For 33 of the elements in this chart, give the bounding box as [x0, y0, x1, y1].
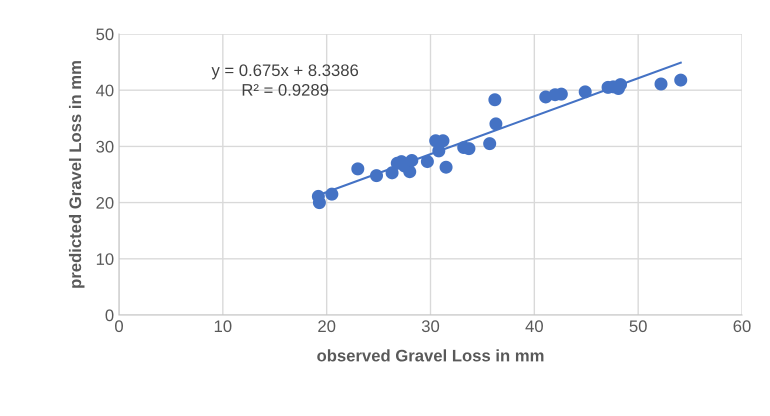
y-tick-label: 40 — [96, 84, 114, 96]
point — [351, 162, 364, 176]
x-tick-label: 50 — [630, 320, 647, 332]
x-tick-label: 30 — [422, 320, 440, 332]
y-tick-label: 30 — [96, 140, 114, 153]
point — [489, 117, 502, 130]
annotation: y = 0.675x + 8.3386 — [212, 64, 358, 80]
y-tick-label: 20 — [96, 197, 114, 209]
point — [674, 74, 688, 87]
y-tick-label: 10 — [96, 253, 114, 266]
point — [432, 144, 446, 158]
point — [405, 154, 418, 167]
point — [614, 78, 628, 92]
point — [483, 137, 496, 150]
x-tick-label: 40 — [525, 320, 543, 332]
x-axis-title: observed Gravel Loss in mm — [317, 349, 544, 362]
x-tick-label: 20 — [318, 320, 336, 332]
point — [370, 169, 384, 182]
point — [386, 166, 399, 180]
y-tick-label: 50 — [96, 28, 114, 40]
y-axis-title: predicted Gravel Loss in mm — [68, 61, 84, 288]
x-tick-label: 0 — [115, 320, 123, 332]
point — [488, 93, 502, 106]
x-tick-label: 10 — [214, 320, 232, 332]
point — [325, 188, 338, 201]
point — [578, 85, 592, 98]
point — [403, 165, 416, 178]
point — [440, 160, 453, 174]
point — [654, 78, 668, 91]
annotation: R² = 0.9289 — [242, 84, 328, 96]
x-tick-label: 60 — [734, 320, 751, 332]
y-tick-label: 0 — [106, 309, 114, 322]
point — [420, 155, 434, 168]
